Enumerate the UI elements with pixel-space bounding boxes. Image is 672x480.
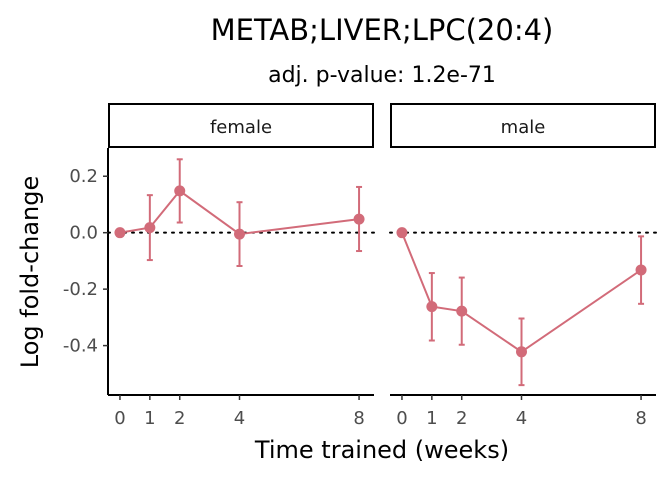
- facet-strip: [390, 103, 656, 148]
- data-point: [426, 301, 438, 313]
- y-axis-title: Log fold-change: [16, 176, 44, 369]
- x-tick-label: 0: [114, 408, 125, 429]
- data-point: [353, 213, 365, 225]
- facet-strip-label: female: [210, 117, 272, 138]
- x-tick-label: 1: [426, 408, 437, 429]
- y-tick-label: -0.2: [63, 279, 98, 300]
- data-point: [114, 227, 126, 239]
- facet-strip-label: male: [501, 117, 546, 138]
- y-tick-label: -0.4: [63, 336, 98, 357]
- chart-subtitle: adj. p-value: 1.2e-71: [268, 63, 496, 88]
- facet-female: female 0 1 2 4 8 0.2 0.0 -0.2 -0.4: [63, 103, 375, 429]
- y-tick-label: 0.2: [69, 166, 98, 187]
- data-point: [516, 346, 528, 358]
- data-point: [635, 264, 647, 276]
- x-tick-label: 4: [234, 408, 245, 429]
- facet-male: male 0 1 2 4 8: [389, 103, 657, 429]
- data-point: [456, 305, 468, 317]
- x-tick-label: 4: [516, 408, 527, 429]
- x-tick-label: 2: [174, 408, 185, 429]
- data-point: [234, 228, 246, 240]
- x-tick-label: 0: [396, 408, 407, 429]
- chart-title: METAB;LIVER;LPC(20:4): [211, 13, 554, 47]
- x-tick-label: 1: [144, 408, 155, 429]
- data-point: [396, 227, 408, 239]
- x-axis-title: Time trained (weeks): [254, 436, 509, 464]
- x-tick-label: 8: [635, 408, 646, 429]
- x-tick-label: 8: [353, 408, 364, 429]
- x-tick-label: 2: [456, 408, 467, 429]
- data-point: [174, 185, 186, 197]
- facet-strip: [108, 103, 374, 148]
- data-point: [144, 222, 156, 234]
- y-tick-label: 0.0: [69, 223, 98, 244]
